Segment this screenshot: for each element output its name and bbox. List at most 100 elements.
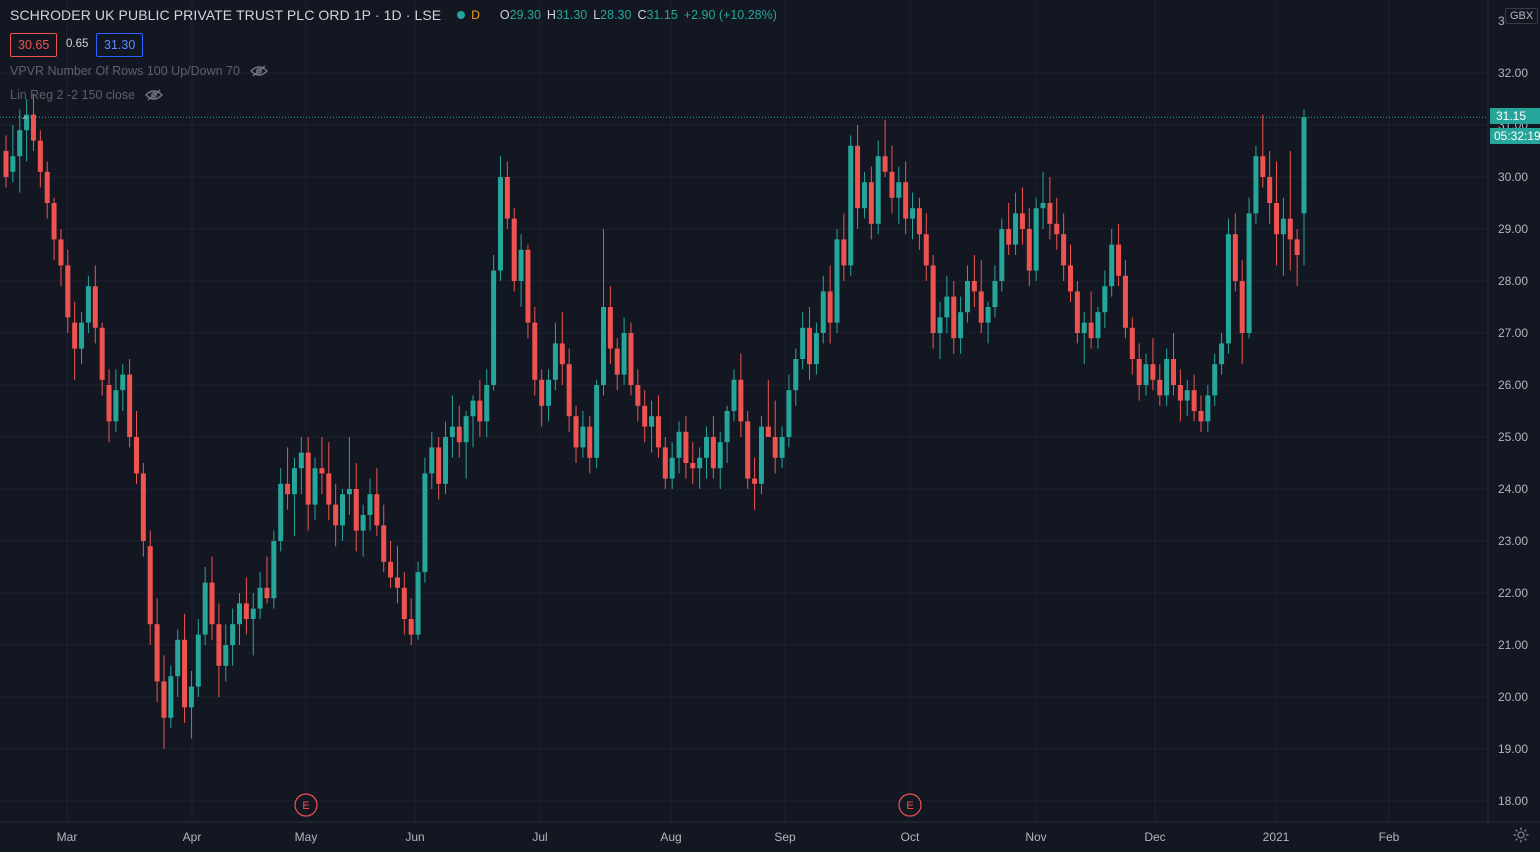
candle-body xyxy=(662,447,668,479)
candle-body xyxy=(710,437,716,469)
symbol-title[interactable]: SCHRODER UK PUBLIC PRIVATE TRUST PLC ORD… xyxy=(10,7,442,23)
candle-body xyxy=(188,686,194,708)
candle-body xyxy=(333,504,339,526)
candle-body xyxy=(133,437,139,474)
candle-body xyxy=(202,582,208,635)
time-axis-label: Nov xyxy=(1025,830,1046,844)
candle-body xyxy=(532,322,538,380)
price-tick-label: 24.00 xyxy=(1498,482,1528,496)
earnings-event-marker[interactable]: E xyxy=(898,793,922,817)
high-label: H xyxy=(546,8,556,22)
high-value: 31.30 xyxy=(555,8,588,22)
candle-body xyxy=(580,426,586,448)
candle-body xyxy=(738,379,744,422)
collapse-legend-icon[interactable]: ⌃ xyxy=(19,114,31,128)
hidden-eye-icon[interactable] xyxy=(145,89,164,101)
buy-button[interactable]: 31.30 xyxy=(96,33,144,57)
candle-body xyxy=(1294,239,1300,255)
candle-body xyxy=(1280,218,1286,235)
currency-badge[interactable]: GBX xyxy=(1505,8,1539,24)
candle-body xyxy=(353,489,359,531)
candle-body xyxy=(800,327,806,359)
candle-body xyxy=(552,343,558,380)
time-axis-label: Apr xyxy=(183,830,202,844)
candle-body xyxy=(717,442,723,469)
candle-body xyxy=(999,229,1005,281)
data-mode-badge[interactable]: D xyxy=(471,8,480,22)
candle-body xyxy=(216,624,222,666)
candle-body xyxy=(793,359,799,391)
candle-body xyxy=(388,561,394,578)
hidden-eye-icon[interactable] xyxy=(250,65,268,77)
candle-body xyxy=(813,333,819,365)
candle-body xyxy=(1253,156,1259,214)
candle-body xyxy=(257,587,263,609)
candle-body xyxy=(127,374,133,437)
candle-body xyxy=(1260,156,1266,177)
candle-body xyxy=(1301,117,1307,214)
candle-body xyxy=(1212,364,1218,396)
candle-body xyxy=(655,416,661,448)
candle-body xyxy=(546,379,552,406)
candle-body xyxy=(394,577,400,588)
candle-body xyxy=(848,145,854,266)
candle-body xyxy=(1129,327,1135,359)
candle-body xyxy=(1287,218,1293,240)
candle-body xyxy=(264,587,270,599)
low-label: L xyxy=(593,8,601,22)
candle-body xyxy=(916,208,922,235)
time-axis-label: May xyxy=(295,830,318,844)
candle-body xyxy=(731,379,737,411)
time-axis-label: Aug xyxy=(660,830,681,844)
candle-body xyxy=(978,291,984,323)
candle-body xyxy=(243,603,249,619)
open-label: O xyxy=(499,8,510,22)
candle-body xyxy=(147,546,153,625)
candle-body xyxy=(154,624,160,682)
earnings-label: E xyxy=(302,800,309,812)
candle-body xyxy=(340,494,346,526)
candle-body xyxy=(85,286,91,323)
earnings-event-marker[interactable]: E xyxy=(294,793,318,817)
candle-body xyxy=(669,457,675,479)
price-tick-label: 32.00 xyxy=(1498,66,1528,80)
candle-body xyxy=(875,156,881,224)
candle-body xyxy=(1088,322,1094,339)
candle-body xyxy=(37,140,43,172)
price-tick-label: 22.00 xyxy=(1498,586,1528,600)
candle-body xyxy=(882,156,888,172)
time-axis-label: Oct xyxy=(901,830,920,844)
candle-body xyxy=(779,437,785,458)
candle-body xyxy=(896,182,902,198)
candle-body xyxy=(99,327,105,380)
candle-body xyxy=(820,291,826,333)
candle-body xyxy=(223,645,229,666)
candle-body xyxy=(621,333,627,375)
candle-body xyxy=(642,405,648,427)
candle-body xyxy=(1061,234,1067,266)
candle-body xyxy=(285,483,291,495)
candle-body xyxy=(903,182,909,219)
candle-body xyxy=(697,457,703,469)
candle-body xyxy=(937,317,943,333)
gear-icon[interactable] xyxy=(1513,827,1529,843)
price-tick-label: 25.00 xyxy=(1498,430,1528,444)
candle-body xyxy=(237,603,243,625)
sell-button[interactable]: 30.65 xyxy=(10,33,58,57)
candle-body xyxy=(511,218,517,281)
candle-body xyxy=(1019,213,1025,229)
candle-body xyxy=(65,265,71,318)
candle-body xyxy=(456,426,462,443)
low-value: 28.30 xyxy=(600,8,632,22)
candle-body xyxy=(106,385,112,422)
candle-body xyxy=(346,489,352,495)
candle-body xyxy=(841,239,847,266)
price-tick-label: 20.00 xyxy=(1498,690,1528,704)
candle-body xyxy=(724,411,730,443)
candle-body xyxy=(690,463,696,469)
candle-body xyxy=(765,426,771,437)
indicator-vpvr[interactable]: VPVR Number Of Rows 100 Up/Down 70 xyxy=(10,64,268,78)
indicator-linreg[interactable]: Lin Reg 2 -2 150 close xyxy=(10,88,164,102)
candle-body xyxy=(79,322,85,349)
